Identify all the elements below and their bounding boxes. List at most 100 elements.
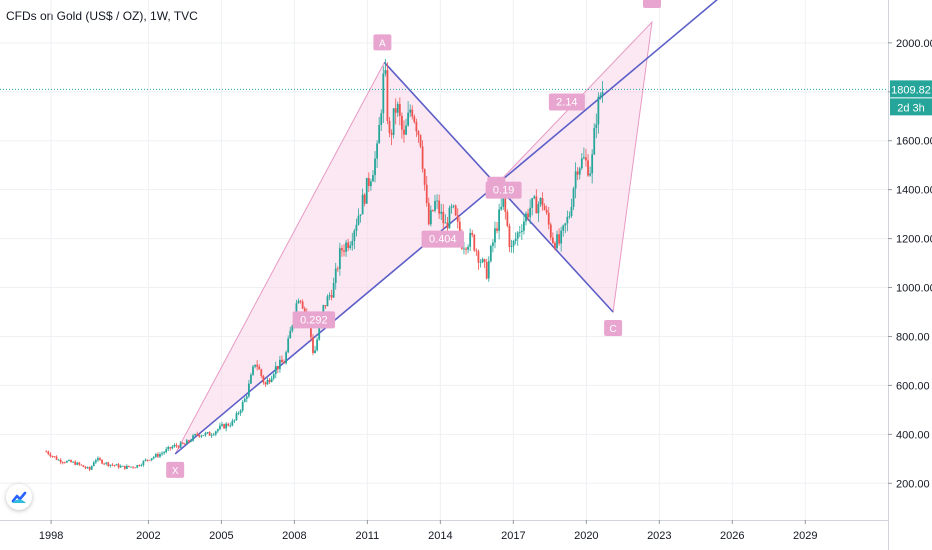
- pattern-point-c-box: [604, 320, 623, 336]
- candle-body: [163, 452, 165, 454]
- candle-body: [591, 154, 594, 174]
- candle-body: [398, 103, 401, 116]
- candle-body: [169, 447, 172, 449]
- candle-body: [109, 464, 112, 466]
- ratio-box: [292, 311, 336, 329]
- candle-body: [159, 454, 161, 457]
- candle-body: [192, 435, 194, 441]
- candle-body: [363, 194, 366, 204]
- candle-body: [301, 301, 304, 309]
- candle-body: [541, 197, 544, 206]
- candle-body: [299, 300, 302, 302]
- candle-body: [407, 112, 410, 126]
- candle-body: [535, 196, 538, 214]
- candle-body: [165, 449, 168, 453]
- candle-body: [593, 128, 596, 155]
- y-tick-label: 400.00: [896, 429, 930, 441]
- candle-body: [231, 420, 234, 426]
- candle-body: [272, 374, 275, 379]
- candle-body: [322, 305, 325, 317]
- candle-body: [347, 242, 350, 248]
- ratio-box: [421, 230, 465, 248]
- candle-body: [227, 423, 230, 426]
- candle-body: [516, 232, 519, 239]
- candle-body: [475, 250, 478, 252]
- candle-body: [223, 424, 225, 429]
- candle-body: [260, 369, 263, 376]
- pattern-triangle-xab: [174, 61, 498, 455]
- candle-body: [551, 237, 554, 243]
- candle-body: [450, 206, 453, 208]
- candle-body: [326, 296, 329, 307]
- candle-body: [117, 464, 120, 468]
- candle-body: [161, 453, 163, 455]
- candle-body: [101, 459, 103, 464]
- candle-body: [235, 413, 238, 420]
- candle-body: [357, 215, 360, 225]
- candle-body: [287, 338, 290, 353]
- candle-body: [369, 181, 372, 187]
- candle-body: [146, 459, 149, 461]
- candle-body: [266, 379, 269, 385]
- candle-body: [328, 295, 331, 297]
- candle-body: [545, 209, 548, 213]
- candle-body: [156, 454, 159, 457]
- ratio-label: 0.404: [429, 234, 457, 246]
- candle-body: [214, 431, 217, 435]
- candle-body: [452, 205, 455, 207]
- candle-body: [138, 465, 141, 466]
- candle-body: [130, 466, 132, 468]
- candle-body: [111, 464, 114, 466]
- candle-body: [76, 462, 79, 465]
- candle-body: [560, 230, 563, 244]
- candle-body: [529, 207, 532, 218]
- tradingview-logo-icon[interactable]: [6, 484, 32, 510]
- candle-body: [481, 259, 484, 263]
- candle-body: [148, 459, 151, 461]
- candle-body: [572, 188, 575, 207]
- pattern-point-a-box: [373, 34, 392, 51]
- candle-body: [405, 125, 407, 135]
- candle-body: [427, 203, 430, 225]
- candle-body: [436, 200, 438, 202]
- y-tick-label: 800.00: [896, 331, 930, 343]
- candle-body: [125, 465, 128, 469]
- candle-body: [477, 251, 480, 263]
- candle-body: [51, 456, 54, 458]
- candle-body: [338, 248, 341, 269]
- candle-body: [245, 396, 248, 399]
- candle-body: [53, 456, 56, 458]
- candle-body: [502, 198, 505, 207]
- countdown-box: [890, 98, 932, 116]
- candle-body: [425, 184, 428, 204]
- candle-body: [533, 196, 536, 199]
- candle-body: [198, 434, 201, 437]
- candle-body: [401, 115, 403, 130]
- x-tick-label: 1998: [39, 530, 63, 542]
- candle-body: [413, 116, 416, 122]
- candle-body: [454, 205, 457, 216]
- candle-body: [514, 238, 517, 242]
- candle-body: [415, 121, 418, 132]
- candle-body: [171, 446, 174, 449]
- candle-body: [531, 198, 534, 208]
- candle-body: [432, 210, 434, 211]
- candle-body: [570, 206, 573, 216]
- candle-body: [316, 339, 319, 351]
- candle-body: [543, 205, 546, 210]
- candle-body: [396, 103, 399, 113]
- candle-body: [295, 303, 298, 318]
- candle-body: [512, 241, 515, 246]
- candle-body: [489, 245, 492, 262]
- candle-body: [518, 232, 521, 233]
- candle-body: [601, 92, 604, 96]
- candle-body: [376, 143, 378, 159]
- candle-body: [496, 228, 498, 231]
- candle-body: [59, 459, 62, 463]
- candle-body: [72, 461, 75, 463]
- candle-body: [283, 362, 285, 364]
- countdown-value: 2d 3h: [897, 102, 925, 114]
- candle-body: [237, 413, 240, 414]
- pattern-point-c-label: C: [609, 324, 616, 335]
